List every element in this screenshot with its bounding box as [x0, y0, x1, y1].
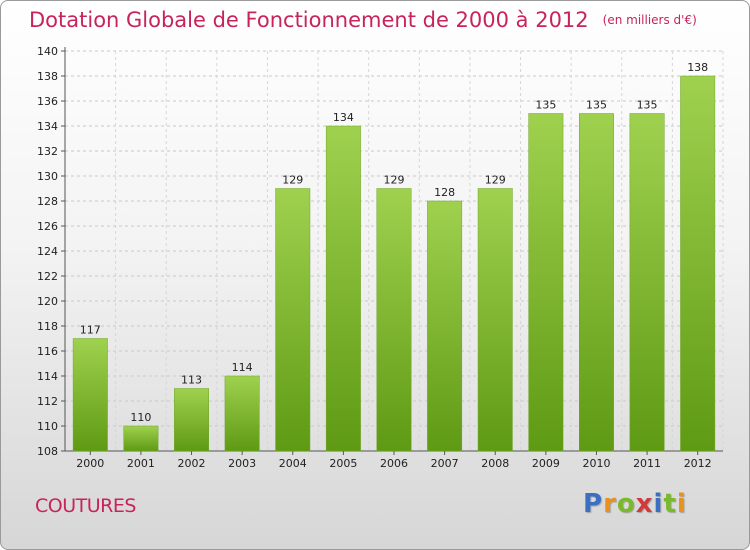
bar: [629, 113, 665, 452]
logo-letter: i: [676, 489, 687, 519]
x-tick-label: 2012: [684, 457, 712, 470]
y-tick-label: 128: [37, 195, 58, 208]
logo-letter: x: [635, 489, 654, 519]
value-label: 135: [586, 99, 607, 112]
x-tick-label: 2008: [481, 457, 509, 470]
y-tick-label: 112: [37, 395, 58, 408]
x-tick-label: 2004: [279, 457, 307, 470]
value-label: 129: [384, 174, 405, 187]
y-tick-label: 114: [37, 370, 58, 383]
y-tick-label: 140: [37, 45, 58, 58]
bar: [680, 75, 716, 452]
chart-unit: (en milliers d'€): [602, 13, 697, 27]
logo-letter: P: [583, 489, 604, 519]
bar: [477, 188, 513, 452]
x-tick-label: 2003: [228, 457, 256, 470]
x-tick-label: 2001: [127, 457, 155, 470]
labels: 108 110 112 114 116 118 120 122 124 126 128 130 132 1…: [37, 45, 712, 470]
x-tick-label: 2005: [329, 457, 357, 470]
bar: [275, 188, 311, 452]
value-label: 129: [282, 174, 303, 187]
x-tick-label: 2002: [178, 457, 206, 470]
x-tick-label: 2011: [633, 457, 661, 470]
bar: [224, 375, 260, 452]
x-tick-label: 2000: [76, 457, 104, 470]
value-label: 135: [535, 99, 556, 112]
bar: [528, 113, 564, 452]
bar: [427, 200, 463, 452]
bars: [72, 75, 716, 452]
value-label: 117: [80, 324, 101, 337]
y-tick-label: 124: [37, 245, 58, 258]
y-tick-label: 108: [37, 445, 58, 458]
y-tick-label: 120: [37, 295, 58, 308]
bar: [123, 425, 159, 452]
value-label: 110: [130, 411, 151, 424]
bar: [579, 113, 614, 452]
chart-title-text: Dotation Globale de Fonctionnement de 20…: [29, 8, 589, 32]
y-tick-label: 118: [37, 320, 58, 333]
value-label: 135: [637, 99, 658, 112]
value-label: 128: [434, 186, 455, 199]
y-tick-label: 138: [37, 70, 58, 83]
value-label: 134: [333, 111, 354, 124]
y-tick-label: 116: [37, 345, 58, 358]
bar: [376, 188, 412, 452]
value-label: 114: [232, 361, 253, 374]
x-tick-label: 2007: [431, 457, 459, 470]
y-tick-label: 136: [37, 95, 58, 108]
logo-letter: r: [603, 489, 617, 519]
logo-letter: o: [616, 489, 636, 519]
logo-letter: i: [653, 489, 664, 519]
bar: [325, 125, 361, 452]
chart-title: Dotation Globale de Fonctionnement de 20…: [29, 8, 697, 32]
y-tick-label: 130: [37, 170, 58, 183]
y-tick-label: 110: [37, 420, 58, 433]
value-label: 138: [687, 61, 708, 74]
y-tick-label: 126: [37, 220, 58, 233]
y-tick-label: 134: [37, 120, 58, 133]
value-label: 113: [181, 374, 202, 387]
bar: [174, 388, 209, 452]
x-tick-label: 2009: [532, 457, 560, 470]
x-tick-label: 2006: [380, 457, 408, 470]
bar: [72, 338, 108, 452]
value-label: 129: [485, 174, 506, 187]
logo-letter: t: [663, 489, 677, 519]
y-tick-label: 122: [37, 270, 58, 283]
town-name: COUTURES: [35, 495, 136, 517]
y-tick-label: 132: [37, 145, 58, 158]
x-tick-label: 2010: [582, 457, 610, 470]
proxiti-logo: Proxiti: [583, 489, 687, 519]
